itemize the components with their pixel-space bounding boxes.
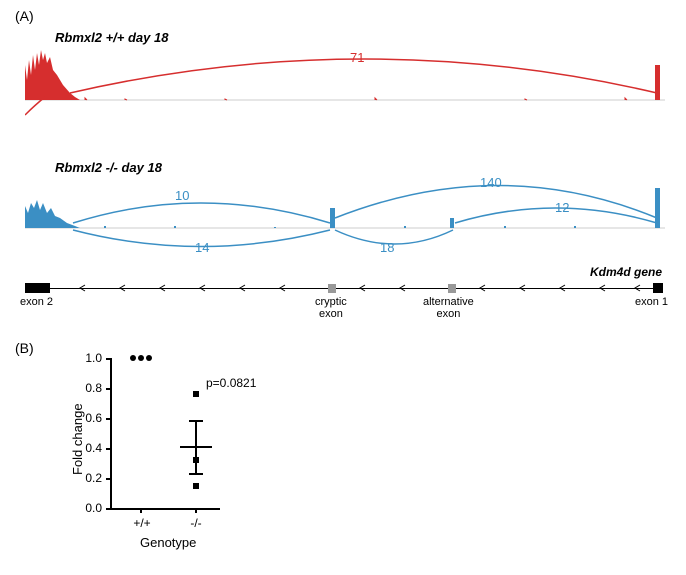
scatter-plot: 1.0 0.8 0.6 0.4 0.2 0.0 +/+ -/- p=0.0821 bbox=[80, 358, 260, 538]
wt-title: Rbmxl2 +/+ day 18 bbox=[55, 30, 168, 45]
wt-point-1 bbox=[130, 355, 136, 361]
ko-count-12: 12 bbox=[555, 200, 569, 215]
wt-point-3 bbox=[146, 355, 152, 361]
wt-sashimi bbox=[25, 45, 665, 120]
gene-name: Kdm4d gene bbox=[590, 265, 662, 279]
ko-point-1 bbox=[193, 391, 199, 397]
ko-sashimi bbox=[25, 168, 665, 273]
alt-label: alternative exon bbox=[423, 296, 474, 320]
wt-count: 71 bbox=[350, 50, 364, 65]
y-tick-1.0: 1.0 bbox=[80, 351, 102, 365]
panel-b-label: (B) bbox=[15, 340, 34, 356]
x-tick-ko: -/- bbox=[184, 516, 208, 530]
ko-count-10: 10 bbox=[175, 188, 189, 203]
x-tick-wt: +/+ bbox=[128, 516, 156, 530]
y-axis-label: Fold change bbox=[70, 403, 85, 475]
p-value: p=0.0821 bbox=[206, 376, 256, 390]
y-tick-0.0: 0.0 bbox=[80, 501, 102, 515]
ko-count-18: 18 bbox=[380, 240, 394, 255]
panel-a-label: (A) bbox=[15, 8, 34, 24]
ko-count-140: 140 bbox=[480, 175, 502, 190]
cryptic-label: cryptic exon bbox=[315, 296, 347, 320]
exon-2-label: exon 2 bbox=[20, 296, 53, 308]
y-tick-0.8: 0.8 bbox=[80, 381, 102, 395]
wt-point-2 bbox=[138, 355, 144, 361]
ko-point-3 bbox=[193, 483, 199, 489]
exon-1-label: exon 1 bbox=[635, 296, 668, 308]
x-axis-label: Genotype bbox=[140, 535, 196, 550]
ko-count-14: 14 bbox=[195, 240, 209, 255]
